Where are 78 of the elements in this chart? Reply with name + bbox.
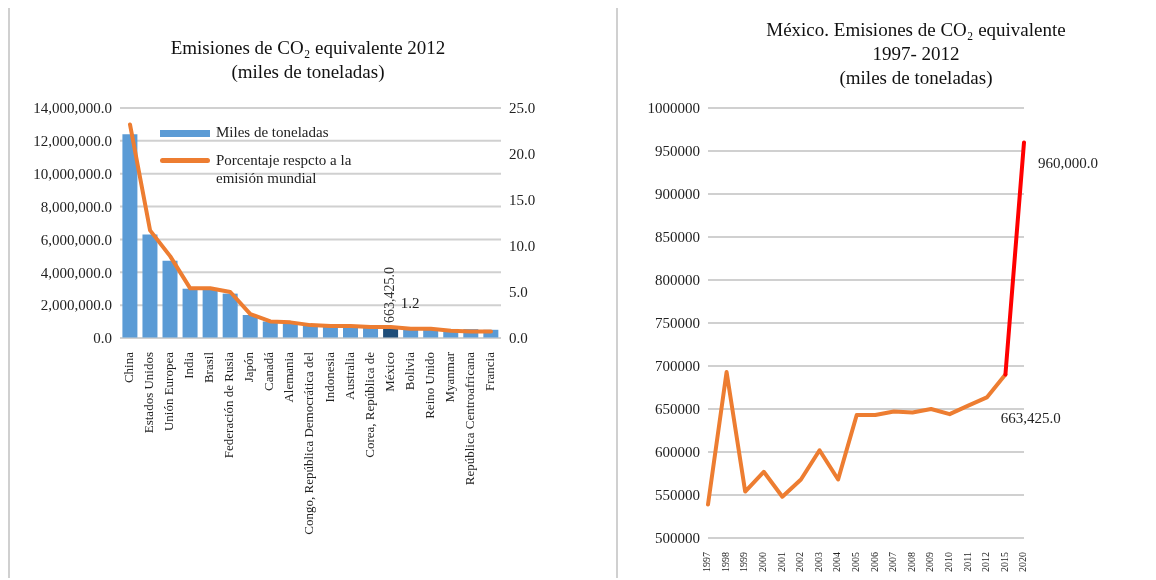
y-tick-label: 2,000,000.0 [40, 297, 112, 314]
bar [122, 134, 138, 338]
y-tick-label: 10,000,000.0 [33, 166, 112, 183]
y-tick-label: 800000 [655, 272, 700, 289]
data-label: 960,000.0 [1038, 154, 1098, 171]
data-label: 1.2 [400, 295, 420, 312]
y-tick-label: 600000 [655, 444, 700, 461]
x-tick-label: Francia [481, 351, 497, 391]
legend-label: Miles de toneladas [216, 123, 329, 141]
y-tick-label: 8,000,000.0 [40, 198, 112, 215]
x-tick-label: Unión Europea [161, 351, 177, 432]
x-tick-label: Estados Unidos [141, 352, 157, 434]
y-tick-label: 850000 [655, 229, 700, 246]
line-series [128, 122, 493, 334]
y-tick-label: 500000 [655, 530, 700, 547]
y-tick-label: 750000 [655, 315, 700, 332]
x-tick-label: 2005 [850, 552, 861, 572]
x-tick-label: 2004 [831, 552, 843, 572]
x-tick-label: 2020 [1017, 552, 1029, 572]
x-tick-label: 2006 [868, 552, 880, 572]
x-tick-label: Alemania [281, 351, 297, 403]
x-tick-label: Brasil [201, 351, 217, 384]
y-tick-label: 650000 [655, 401, 700, 418]
bar [242, 315, 258, 338]
y-tick-label: 12,000,000.0 [33, 133, 112, 150]
x-tick-label: 1997 [701, 552, 713, 572]
y-tick-label: 6,000,000.0 [40, 231, 112, 248]
y-tick-label: 550000 [655, 487, 700, 504]
y-tick-label: 700000 [655, 358, 700, 375]
bar [202, 288, 218, 338]
x-tick-label: 1998 [719, 552, 731, 572]
data-label: 663,425.0 [381, 267, 397, 324]
y-tick-label: 900000 [655, 186, 700, 203]
y2-tick-label: 20.0 [509, 146, 536, 163]
x-tick-label: Australia [341, 351, 357, 400]
y-tick-label: 4,000,000.0 [40, 264, 112, 281]
x-tick-label: 1999 [738, 552, 750, 572]
x-tick-label: 2003 [812, 552, 824, 572]
y-tick-label: 950000 [655, 143, 700, 160]
legend-label: Porcentaje respcto a la emisión mundial [216, 151, 353, 187]
x-tick-label: 2010 [942, 552, 954, 572]
x-tick-label: 2001 [775, 552, 787, 572]
bar [142, 234, 158, 338]
y2-tick-label: 0.0 [509, 330, 528, 347]
x-tick-label: 2012 [980, 552, 992, 572]
x-tick-label: República Centroafricana [461, 351, 477, 486]
x-tick-label: Reino Unido [421, 352, 437, 419]
x-tick-label: India [181, 351, 197, 379]
x-tick-label: 2007 [887, 552, 899, 572]
chart-title: México. Emisiones de CO₂ equivalente 1997- 2012 (miles de toneladas) [765, 18, 1067, 90]
chart-title: Emisiones de CO₂ equivalente 2012 (miles de toneladas) [169, 36, 447, 84]
bar [182, 288, 198, 338]
y-tick-label: 1000000 [647, 100, 700, 117]
x-tick-label: Corea, República de [361, 351, 377, 458]
x-tick-label: Congo, República Democrática del [301, 351, 317, 535]
y2-tick-label: 15.0 [509, 192, 536, 209]
x-tick-label: 2002 [794, 552, 806, 572]
bar [222, 293, 238, 338]
x-tick-label: Federación de Rusia [221, 351, 237, 459]
y2-tick-label: 25.0 [509, 100, 536, 117]
y-tick-label: 0.0 [93, 330, 112, 347]
x-tick-label: México [381, 352, 397, 392]
bar [162, 260, 178, 338]
x-tick-label: Indonesia [321, 351, 337, 403]
x-tick-label: 2008 [905, 552, 917, 572]
y2-tick-label: 5.0 [509, 284, 528, 301]
y2-tick-label: 10.0 [509, 238, 536, 255]
x-tick-label: 2009 [924, 552, 936, 572]
x-tick-label: 2015 [998, 552, 1010, 572]
x-tick-label: Japón [241, 351, 257, 383]
x-tick-label: Bolivia [401, 351, 417, 391]
x-tick-label: Canadá [261, 351, 277, 391]
y-tick-label: 14,000,000.0 [33, 100, 112, 117]
data-label: 663,425.0 [1000, 409, 1061, 426]
x-tick-label: Myanmar [441, 351, 457, 403]
x-tick-label: China [121, 351, 137, 384]
x-tick-label: 2011 [961, 552, 973, 572]
x-tick-label: 2000 [757, 552, 769, 572]
